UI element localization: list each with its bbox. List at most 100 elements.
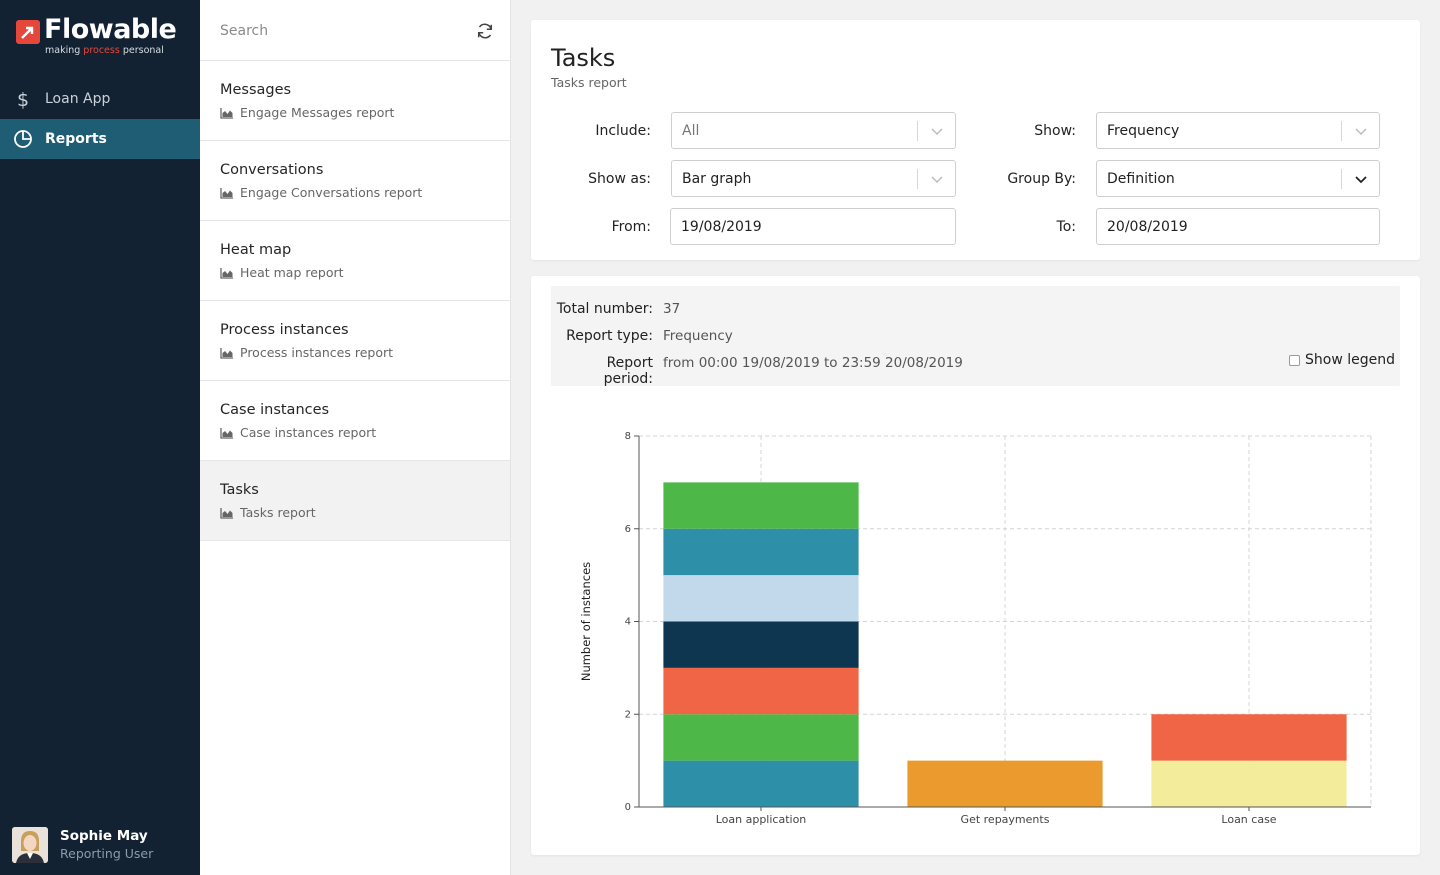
flowable-logo-icon (16, 20, 40, 44)
report-item-case-instances[interactable]: Case instances Case instances report (200, 381, 510, 461)
bar-segment (1151, 760, 1347, 807)
report-item-title: Conversations (220, 162, 324, 178)
report-item-subtitle: Heat map report (240, 265, 344, 280)
y-tick-label: 2 (625, 709, 631, 720)
refresh-icon[interactable] (475, 21, 495, 41)
group-by-value: Definition (1107, 170, 1175, 187)
bar-segment (1151, 714, 1347, 761)
group-by-label: Group By: (1007, 171, 1076, 187)
page-subtitle: Tasks report (551, 75, 627, 90)
y-axis-label: Number of instances (579, 562, 593, 681)
report-result-card: Total number: 37 Report type: Frequency … (531, 276, 1420, 855)
x-tick-label: Loan application (716, 813, 807, 826)
brand-name: Flowable (44, 14, 177, 45)
report-item-conversations[interactable]: Conversations Engage Conversations repor… (200, 141, 510, 221)
include-label: Include: (595, 123, 651, 139)
brand-tagline: making process personal (45, 45, 164, 56)
bar-segment (663, 482, 859, 529)
group-by-select[interactable]: Definition (1096, 160, 1380, 197)
flowable-logo[interactable]: Flowable making process personal (16, 14, 186, 60)
include-value: All (682, 122, 700, 139)
nav-item-loan-app[interactable]: $ Loan App (0, 79, 200, 119)
report-list-panel: Messages Engage Messages report Conversa… (200, 0, 511, 875)
bar-segment (907, 760, 1103, 807)
show-label: Show: (1034, 123, 1076, 139)
report-item-title: Messages (220, 82, 292, 98)
user-role: Reporting User (60, 846, 154, 861)
report-item-subtitle: Case instances report (240, 425, 377, 440)
nav-item-label: Loan App (45, 91, 111, 107)
include-select[interactable]: All (671, 112, 956, 149)
show-as-select[interactable]: Bar graph (671, 160, 956, 197)
chevron-down-icon (1355, 128, 1367, 136)
nav-item-reports[interactable]: Reports (0, 119, 200, 159)
chevron-down-icon (931, 128, 943, 136)
show-legend-toggle[interactable]: Show legend (1289, 352, 1395, 368)
total-number-value: 37 (663, 301, 681, 317)
tasks-bar-chart: 0 2 4 6 8 Loan application Get repayments Loan … (579, 431, 1372, 826)
page-title: Tasks (551, 44, 616, 72)
area-chart-icon (220, 107, 233, 119)
total-number-label: Total number: (556, 301, 653, 317)
from-date-value: 19/08/2019 (681, 218, 762, 235)
svg-text:$: $ (17, 89, 29, 109)
report-item-messages[interactable]: Messages Engage Messages report (200, 61, 510, 141)
search-input[interactable] (220, 20, 460, 42)
bar-segment (663, 667, 859, 715)
y-tick-label: 0 (625, 802, 631, 813)
search-bar (200, 0, 510, 61)
bar-segment (663, 714, 859, 761)
show-as-label: Show as: (588, 171, 651, 187)
bar-segment (663, 621, 859, 668)
show-legend-label: Show legend (1305, 352, 1395, 368)
report-item-heat-map[interactable]: Heat map Heat map report (200, 221, 510, 301)
pie-chart-icon (0, 129, 45, 149)
area-chart-icon (220, 427, 233, 439)
report-item-title: Case instances (220, 402, 330, 418)
report-period-value: from 00:00 19/08/2019 to 23:59 20/08/201… (663, 355, 963, 371)
report-item-process-instances[interactable]: Process instances Process instances repo… (200, 301, 510, 381)
bar-segment (663, 760, 859, 807)
area-chart-icon (220, 347, 233, 359)
user-name: Sophie May (60, 828, 148, 844)
dollar-icon: $ (0, 89, 45, 109)
to-label: To: (1056, 219, 1076, 235)
report-period-label: Report period: (603, 355, 653, 387)
report-item-tasks[interactable]: Tasks Tasks report (200, 461, 510, 541)
report-item-title: Tasks (220, 482, 259, 498)
bar-segment (663, 575, 859, 622)
report-item-subtitle: Tasks report (240, 505, 316, 520)
report-item-subtitle: Engage Messages report (240, 105, 395, 120)
chevron-down-icon (931, 176, 943, 184)
y-tick-label: 4 (625, 617, 631, 628)
area-chart-icon (220, 267, 233, 279)
report-item-title: Heat map (220, 242, 292, 258)
report-item-title: Process instances (220, 322, 349, 338)
report-item-subtitle: Process instances report (240, 345, 394, 360)
report-filter-card: Tasks Tasks report Include: All Show as:… (531, 20, 1420, 260)
bar-segment (663, 528, 859, 576)
show-value: Frequency (1107, 122, 1180, 139)
x-tick-label: Loan case (1221, 813, 1276, 826)
area-chart-icon (220, 187, 233, 199)
show-as-value: Bar graph (682, 170, 752, 187)
report-item-subtitle: Engage Conversations report (240, 185, 423, 200)
y-tick-label: 8 (625, 431, 631, 442)
to-date-value: 20/08/2019 (1107, 218, 1188, 235)
report-type-label: Report type: (566, 328, 653, 344)
sidebar: Flowable making process personal $ Loan … (0, 0, 200, 875)
report-summary: Total number: 37 Report type: Frequency … (551, 286, 1400, 387)
x-tick-label: Get repayments (961, 813, 1050, 826)
report-type-value: Frequency (663, 328, 733, 344)
chevron-down-icon (1355, 176, 1367, 184)
nav-item-label: Reports (45, 131, 107, 147)
show-select[interactable]: Frequency (1096, 112, 1380, 149)
area-chart-icon (220, 507, 233, 519)
avatar (12, 827, 48, 863)
show-legend-checkbox[interactable] (1289, 354, 1300, 366)
to-date-input[interactable]: 20/08/2019 (1096, 208, 1380, 245)
y-tick-label: 6 (625, 524, 631, 535)
from-label: From: (611, 219, 651, 235)
from-date-input[interactable]: 19/08/2019 (670, 208, 956, 245)
user-profile[interactable]: Sophie May Reporting User (12, 827, 153, 863)
